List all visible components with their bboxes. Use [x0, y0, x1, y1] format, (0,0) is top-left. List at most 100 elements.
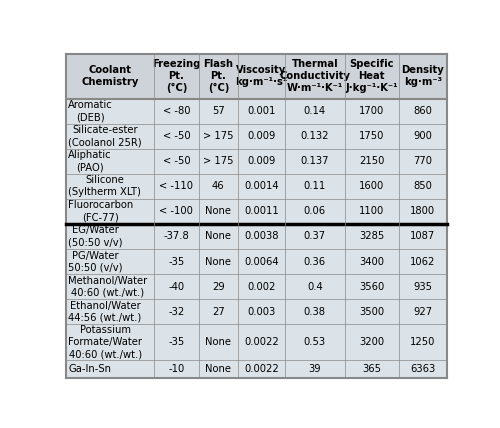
Bar — [66, 54, 154, 98]
Bar — [285, 54, 344, 98]
Bar — [66, 174, 154, 199]
Bar — [398, 324, 447, 360]
Bar — [238, 249, 285, 274]
Text: 0.38: 0.38 — [304, 306, 326, 317]
Text: PG/Water
50:50 (v/v): PG/Water 50:50 (v/v) — [68, 250, 123, 273]
Text: 46: 46 — [212, 181, 224, 191]
Bar — [199, 124, 238, 149]
Text: -35: -35 — [168, 337, 184, 348]
Text: 935: 935 — [414, 282, 432, 291]
Bar — [344, 299, 399, 324]
Text: 0.14: 0.14 — [304, 106, 326, 116]
Bar — [398, 199, 447, 224]
Text: Freezing
Pt.
(°C): Freezing Pt. (°C) — [152, 59, 200, 93]
Bar — [154, 274, 199, 299]
Text: 927: 927 — [414, 306, 432, 317]
Text: Density
kg·m⁻³: Density kg·m⁻³ — [402, 65, 444, 87]
Text: 0.0022: 0.0022 — [244, 364, 279, 374]
Bar — [285, 124, 344, 149]
Bar — [398, 174, 447, 199]
Text: 3560: 3560 — [359, 282, 384, 291]
Bar — [199, 299, 238, 324]
Text: -37.8: -37.8 — [164, 232, 190, 241]
Text: 0.0022: 0.0022 — [244, 337, 279, 348]
Bar — [398, 124, 447, 149]
Text: 0.11: 0.11 — [304, 181, 326, 191]
Bar — [238, 299, 285, 324]
Text: 0.003: 0.003 — [248, 306, 276, 317]
Bar — [66, 124, 154, 149]
Bar — [344, 224, 399, 249]
Text: Silicate-ester
(Coolanol 25R): Silicate-ester (Coolanol 25R) — [68, 125, 142, 147]
Bar — [285, 199, 344, 224]
Bar — [344, 54, 399, 98]
Text: -35: -35 — [168, 256, 184, 267]
Text: < -50: < -50 — [162, 156, 190, 166]
Text: Aliphatic
(PAO): Aliphatic (PAO) — [68, 150, 112, 172]
Bar — [285, 274, 344, 299]
Text: < -50: < -50 — [162, 131, 190, 141]
Text: < -80: < -80 — [162, 106, 190, 116]
Text: 0.0038: 0.0038 — [244, 232, 278, 241]
Bar — [285, 324, 344, 360]
Bar — [398, 224, 447, 249]
Bar — [199, 274, 238, 299]
Text: 0.53: 0.53 — [304, 337, 326, 348]
Text: 29: 29 — [212, 282, 224, 291]
Bar — [344, 124, 399, 149]
Text: 0.37: 0.37 — [304, 232, 326, 241]
Bar — [238, 174, 285, 199]
Text: < -110: < -110 — [160, 181, 194, 191]
Text: 3500: 3500 — [359, 306, 384, 317]
Text: Methanol/Water
40:60 (wt./wt.): Methanol/Water 40:60 (wt./wt.) — [68, 276, 148, 297]
Bar — [344, 249, 399, 274]
Text: 27: 27 — [212, 306, 224, 317]
Text: Ethanol/Water
44:56 (wt./wt.): Ethanol/Water 44:56 (wt./wt.) — [68, 300, 142, 323]
Text: 0.0064: 0.0064 — [244, 256, 279, 267]
Text: 1062: 1062 — [410, 256, 436, 267]
Text: 1700: 1700 — [359, 106, 384, 116]
Bar — [344, 199, 399, 224]
Bar — [154, 149, 199, 174]
Text: 6363: 6363 — [410, 364, 436, 374]
Text: Silicone
(Syltherm XLT): Silicone (Syltherm XLT) — [68, 175, 141, 197]
Text: 3400: 3400 — [359, 256, 384, 267]
Bar — [344, 149, 399, 174]
Text: 0.4: 0.4 — [307, 282, 322, 291]
Text: 365: 365 — [362, 364, 381, 374]
Bar — [398, 149, 447, 174]
Bar — [285, 299, 344, 324]
Text: Specific
Heat
J·kg⁻¹·K⁻¹: Specific Heat J·kg⁻¹·K⁻¹ — [346, 59, 398, 93]
Text: 0.001: 0.001 — [248, 106, 276, 116]
Bar — [344, 98, 399, 124]
Text: Fluorocarbon
(FC-77): Fluorocarbon (FC-77) — [68, 200, 134, 223]
Bar — [154, 54, 199, 98]
Text: 0.002: 0.002 — [248, 282, 276, 291]
Text: EG/Water
(50:50 v/v): EG/Water (50:50 v/v) — [68, 226, 123, 247]
Text: 3285: 3285 — [359, 232, 384, 241]
Bar — [154, 299, 199, 324]
Bar — [285, 224, 344, 249]
Bar — [238, 274, 285, 299]
Text: 900: 900 — [414, 131, 432, 141]
Bar — [238, 98, 285, 124]
Bar — [154, 174, 199, 199]
Bar — [66, 224, 154, 249]
Bar — [199, 224, 238, 249]
Bar — [238, 124, 285, 149]
Bar — [344, 174, 399, 199]
Text: 1600: 1600 — [359, 181, 384, 191]
Bar — [238, 199, 285, 224]
Text: 850: 850 — [414, 181, 432, 191]
Text: Ga-In-Sn: Ga-In-Sn — [68, 364, 112, 374]
Bar — [199, 149, 238, 174]
Text: 2150: 2150 — [359, 156, 384, 166]
Text: 770: 770 — [414, 156, 432, 166]
Text: 860: 860 — [414, 106, 432, 116]
Text: 0.06: 0.06 — [304, 206, 326, 217]
Bar — [398, 98, 447, 124]
Text: None: None — [206, 364, 232, 374]
Text: None: None — [206, 337, 232, 348]
Bar — [199, 249, 238, 274]
Bar — [66, 149, 154, 174]
